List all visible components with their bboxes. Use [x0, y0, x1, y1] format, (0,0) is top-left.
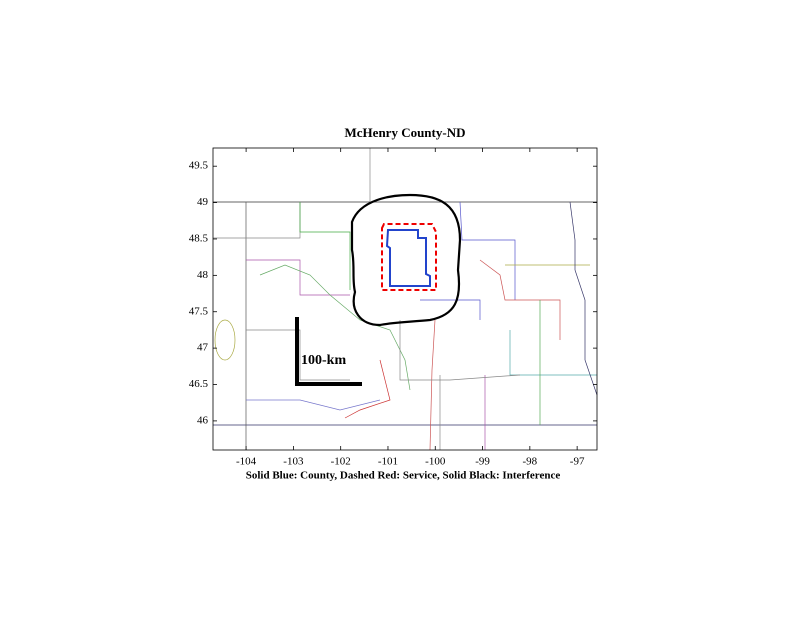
- y-tick-label: 46.5: [189, 378, 209, 390]
- title: McHenry County-ND: [345, 125, 466, 140]
- x-tick-label: -104: [236, 456, 257, 468]
- county-boundary: [385, 229, 431, 287]
- x-tick-label: -100: [425, 456, 446, 468]
- y-tick-label: 47: [197, 342, 209, 354]
- y-tick-label: 48: [197, 269, 209, 281]
- service-contour: [381, 223, 437, 291]
- x-tick-label: -102: [331, 456, 351, 468]
- y-tick-label: 48.5: [189, 232, 209, 244]
- x-tick-label: -99: [475, 456, 490, 468]
- caption: Solid Blue: County, Dashed Red: Service,…: [246, 470, 561, 482]
- scale-bar: [295, 317, 362, 386]
- y-tick-label: 46: [197, 414, 209, 426]
- interference-contour: [350, 193, 462, 327]
- x-tick-label: -103: [283, 456, 304, 468]
- y-tick-label: 47.5: [189, 305, 209, 317]
- x-tick-label: -101: [378, 456, 398, 468]
- plot-frame: [212, 147, 598, 451]
- y-tick-label: 49: [197, 196, 209, 208]
- x-tick-label: -97: [570, 456, 585, 468]
- y-tick-label: 49.5: [189, 160, 209, 172]
- scale-label: 100-km: [301, 353, 346, 368]
- x-tick-label: -98: [523, 456, 538, 468]
- county-borders: [213, 148, 598, 451]
